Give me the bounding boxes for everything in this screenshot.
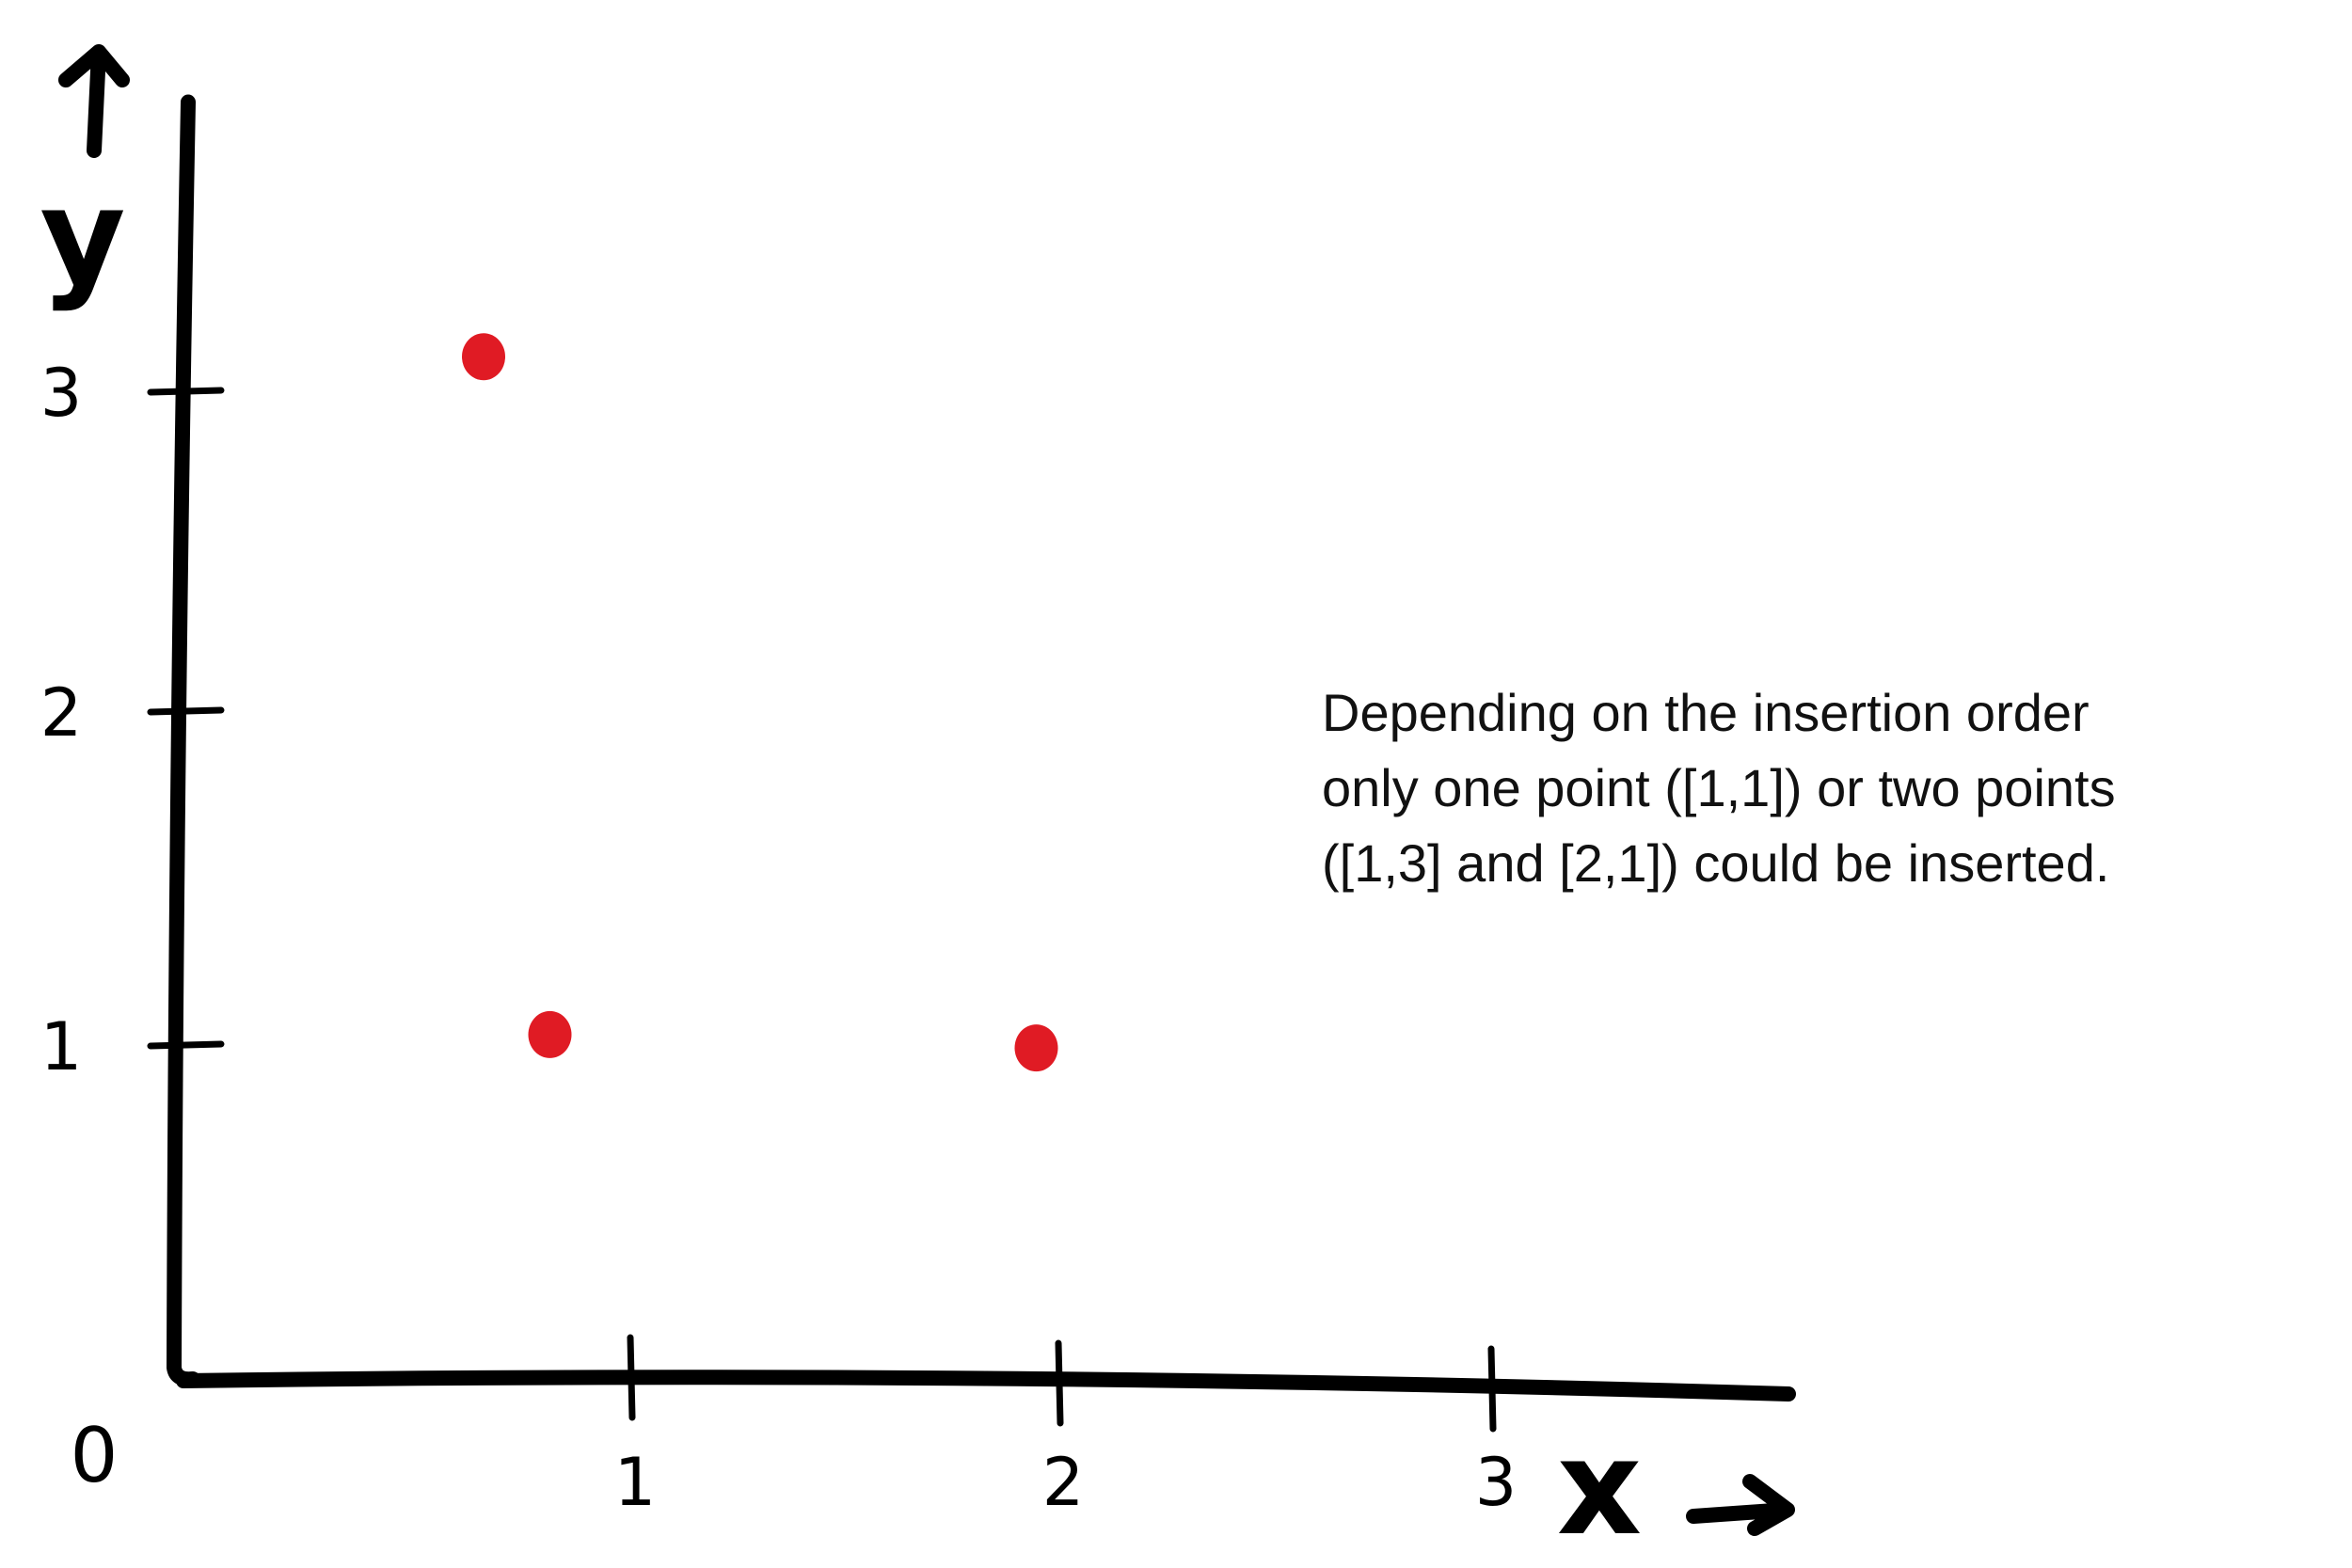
annotation-text: Depending on the insertion order only on… — [1322, 675, 2263, 901]
x-tick — [1055, 1339, 1064, 1427]
y-tick — [147, 706, 225, 716]
x-tick — [627, 1334, 636, 1421]
x-tick — [1487, 1345, 1497, 1433]
axis-labels: x y 0 1 2 3 1 2 3 — [40, 161, 1642, 1565]
y-tick-label: 3 — [40, 355, 83, 432]
y-tick — [147, 387, 225, 396]
axes — [167, 94, 1796, 1402]
y-axis-line — [167, 94, 200, 1387]
y-axis-label: y — [40, 161, 125, 314]
annotation-line: Depending on the insertion order — [1322, 683, 2090, 742]
axis-ticks — [147, 387, 1497, 1433]
annotation-line: only one point ([1,1]) or two points — [1322, 758, 2116, 817]
y-axis-arrow — [58, 44, 130, 158]
data-points — [462, 333, 1058, 1072]
x-tick-label: 3 — [1475, 1444, 1518, 1521]
y-tick-label: 2 — [40, 674, 83, 752]
origin-label: 0 — [71, 1412, 119, 1499]
x-axis-arrow — [1686, 1474, 1795, 1536]
data-point — [1014, 1024, 1058, 1072]
data-point — [528, 1010, 572, 1058]
axis-arrows — [58, 44, 1795, 1536]
x-axis-label: x — [1557, 1412, 1642, 1565]
y-tick — [147, 1040, 225, 1050]
x-axis-line — [176, 1370, 1796, 1402]
data-point — [462, 333, 505, 381]
x-tick-label: 2 — [1042, 1444, 1085, 1521]
annotation-line: ([1,3] and [2,1]) could be inserted. — [1322, 833, 2110, 893]
y-tick-label: 1 — [40, 1008, 83, 1085]
x-tick-label: 1 — [614, 1444, 657, 1521]
